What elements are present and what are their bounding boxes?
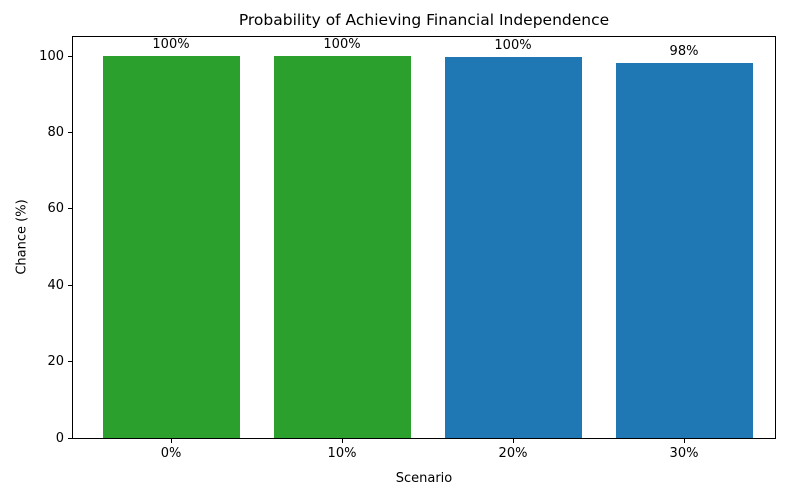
x-tick-label: 30%	[669, 446, 699, 461]
y-tick-mark	[68, 208, 72, 210]
y-tick-mark	[68, 284, 72, 286]
bar-20%	[444, 57, 582, 438]
y-tick-mark	[68, 55, 72, 57]
x-tick-label: 0%	[160, 446, 182, 461]
x-tick-mark	[684, 439, 685, 443]
x-tick-mark	[171, 439, 172, 443]
y-tick-label: 0	[55, 430, 64, 446]
bar-30%	[615, 62, 753, 438]
bar-value-label: 100%	[323, 37, 361, 53]
y-tick-label: 60	[47, 201, 64, 217]
y-tick-mark	[68, 131, 72, 133]
y-tick-label: 100	[39, 48, 64, 64]
bar-0%	[102, 56, 240, 438]
y-tick-mark	[68, 361, 72, 363]
y-tick-label: 20	[47, 354, 64, 370]
x-tick-label: 10%	[327, 446, 357, 461]
x-tick-mark	[513, 439, 514, 443]
bar-value-label: 98%	[669, 43, 699, 59]
x-tick-label: 20%	[498, 446, 528, 461]
x-axis-label: Scenario	[395, 471, 453, 486]
chart-title: Probability of Achieving Financial Indep…	[238, 11, 610, 29]
bar-10%	[273, 56, 411, 438]
y-tick-mark	[68, 437, 72, 439]
bar-value-label: 100%	[152, 37, 190, 53]
x-tick-mark	[342, 439, 343, 443]
y-tick-label: 80	[47, 124, 64, 140]
y-tick-label: 40	[47, 277, 64, 293]
plot-area: 100% 100% 100% 98%	[72, 36, 776, 439]
bar-value-label: 100%	[494, 38, 532, 54]
